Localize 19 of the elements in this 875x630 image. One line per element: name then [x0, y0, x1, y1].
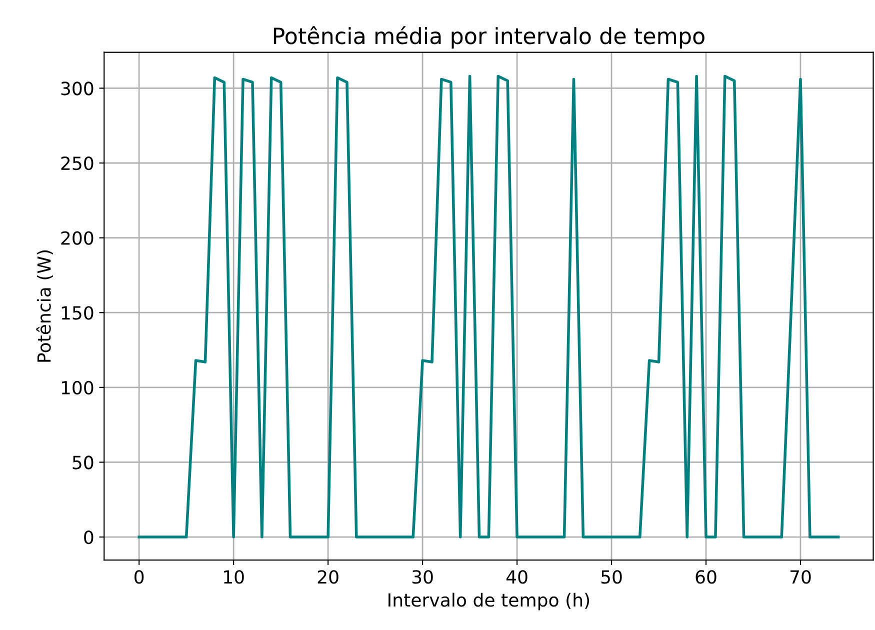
y-axis-title: Potência (W): [36, 250, 54, 362]
line-series: [138, 74, 840, 538]
x-axis-title: Intervalo de tempo (h): [388, 592, 590, 610]
y-tick-label: 50: [72, 456, 94, 470]
x-tick-label: 10: [224, 570, 244, 584]
y-tick-label: 200: [61, 231, 94, 245]
y-tick-label: 300: [61, 82, 94, 96]
x-tick-label: 30: [412, 570, 433, 584]
y-tick-label: 100: [62, 380, 94, 395]
y-tick-label: 0: [84, 530, 94, 544]
x-tick-label: 70: [790, 570, 811, 584]
y-tick-label: 250: [61, 156, 94, 170]
y-tick-label: 150: [62, 306, 94, 320]
x-tick-label: 60: [696, 570, 716, 584]
x-tick-label: 50: [601, 570, 622, 584]
x-tick-label: 20: [318, 570, 338, 584]
x-tick-label: 40: [506, 570, 528, 584]
chart-title: Potência média por intervalo de tempo: [274, 26, 704, 49]
x-tick-label: 0: [134, 570, 144, 584]
